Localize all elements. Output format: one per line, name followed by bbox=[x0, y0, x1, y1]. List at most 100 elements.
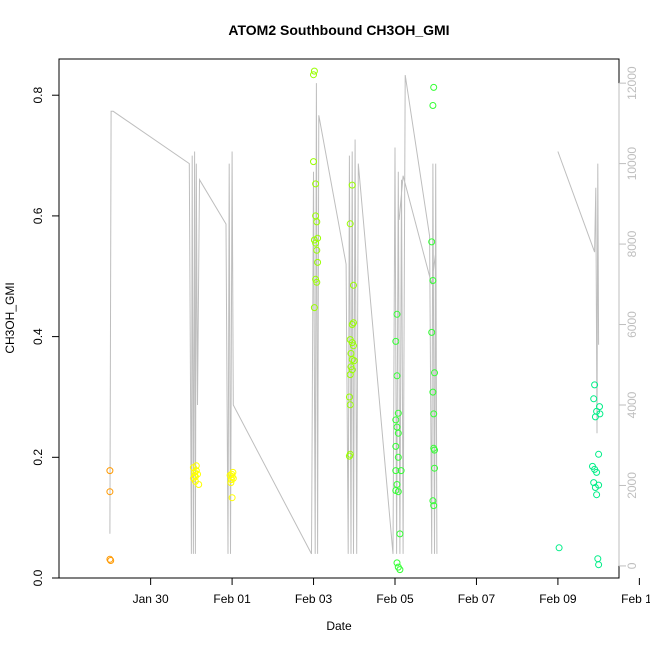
data-point bbox=[392, 337, 400, 345]
chart-title: ATOM2 Southbound CH3OH_GMI bbox=[228, 22, 449, 38]
data-point bbox=[345, 393, 353, 401]
data-point bbox=[429, 277, 437, 284]
y-axis-left: 0.0 0.2 0.4 0.6 0.8 bbox=[31, 87, 60, 586]
data-point bbox=[310, 67, 318, 75]
data-point bbox=[314, 234, 322, 242]
data-point bbox=[430, 410, 438, 418]
data-point bbox=[591, 381, 599, 389]
data-point bbox=[195, 481, 203, 488]
data-point bbox=[593, 468, 601, 476]
y2-tick-label: 10000 bbox=[625, 147, 639, 181]
y2-tick-label: 6000 bbox=[625, 311, 639, 338]
y2-tick-label: 2000 bbox=[625, 472, 639, 499]
data-point bbox=[431, 464, 438, 472]
data-point bbox=[348, 181, 356, 189]
data-point bbox=[394, 453, 402, 461]
data-point bbox=[394, 488, 402, 496]
altitude-line-0 bbox=[109, 75, 438, 555]
data-point bbox=[396, 530, 404, 538]
x-axis-label: Date bbox=[326, 619, 352, 633]
data-point bbox=[590, 395, 598, 403]
altitude-lines bbox=[109, 75, 600, 555]
y-tick-label: 0.2 bbox=[31, 449, 45, 466]
data-point bbox=[431, 369, 438, 377]
plot-frame bbox=[58, 58, 620, 579]
x-tick-label: Feb 01 bbox=[213, 592, 251, 606]
data-point bbox=[106, 488, 114, 496]
data-point bbox=[350, 319, 357, 327]
data-point bbox=[595, 561, 603, 569]
data-point bbox=[392, 442, 400, 450]
data-point bbox=[593, 491, 601, 499]
y-tick-label: 0.4 bbox=[31, 328, 45, 345]
data-point bbox=[346, 371, 354, 379]
y2-tick-label: 8000 bbox=[625, 230, 639, 257]
data-point bbox=[594, 555, 602, 563]
data-point bbox=[312, 180, 320, 188]
data-point bbox=[430, 502, 438, 510]
x-tick-label: Feb 07 bbox=[458, 592, 496, 606]
data-point bbox=[106, 555, 114, 563]
data-point bbox=[555, 544, 563, 552]
data-point bbox=[595, 450, 603, 458]
data-point bbox=[106, 467, 114, 475]
data-point bbox=[346, 450, 354, 458]
data-point bbox=[313, 278, 321, 286]
x-tick-label: Feb 05 bbox=[376, 592, 414, 606]
data-point bbox=[192, 462, 200, 470]
y-tick-label: 0.6 bbox=[31, 207, 45, 224]
data-point bbox=[228, 470, 236, 478]
x-tick-label: Feb 03 bbox=[295, 592, 333, 606]
data-point bbox=[591, 413, 599, 421]
y2-tick-label: 0 bbox=[625, 562, 639, 569]
data-point bbox=[350, 342, 357, 350]
data-point bbox=[313, 218, 321, 226]
data-points bbox=[106, 67, 604, 574]
data-point bbox=[348, 339, 356, 347]
data-point bbox=[314, 258, 322, 266]
data-point bbox=[350, 357, 358, 365]
data-point bbox=[394, 409, 402, 417]
data-point bbox=[394, 429, 402, 437]
data-point bbox=[346, 401, 354, 409]
y-tick-label: 0.8 bbox=[31, 87, 45, 104]
data-point bbox=[595, 481, 603, 489]
altitude-line-1 bbox=[557, 151, 600, 434]
data-point bbox=[310, 304, 318, 312]
data-point bbox=[429, 388, 437, 396]
data-point bbox=[393, 310, 401, 318]
y2-tick-label: 4000 bbox=[625, 391, 639, 418]
data-point bbox=[431, 446, 438, 454]
data-point bbox=[350, 281, 357, 289]
data-point bbox=[310, 71, 317, 79]
data-point bbox=[192, 467, 200, 475]
data-point bbox=[346, 220, 354, 228]
y-axis-right: 0 2000 4000 6000 8000 10000 12000 bbox=[618, 66, 639, 569]
data-point bbox=[430, 83, 438, 91]
data-point bbox=[428, 328, 436, 336]
data-point bbox=[429, 102, 437, 109]
data-point bbox=[393, 372, 401, 380]
y-tick-label: 0.0 bbox=[31, 569, 45, 586]
data-point bbox=[392, 467, 400, 475]
data-point bbox=[313, 246, 321, 254]
data-point bbox=[229, 474, 237, 482]
x-tick-label: Feb 11 bbox=[621, 592, 650, 606]
data-point bbox=[392, 416, 400, 424]
data-point bbox=[397, 467, 405, 475]
data-point bbox=[191, 471, 199, 479]
data-point bbox=[107, 557, 115, 564]
x-axis: Jan 30 Feb 01 Feb 03 Feb 05 Feb 07 Feb 09 Feb … bbox=[133, 577, 650, 606]
data-point bbox=[396, 566, 404, 574]
data-point bbox=[228, 494, 236, 502]
data-point bbox=[393, 559, 401, 567]
x-tick-label: Feb 09 bbox=[539, 592, 577, 606]
data-point bbox=[348, 321, 356, 328]
y-axis-label: CH3OH_GMI bbox=[3, 282, 17, 353]
x-tick-label: Jan 30 bbox=[133, 592, 169, 606]
data-point bbox=[310, 158, 317, 166]
data-point bbox=[428, 238, 436, 246]
data-point bbox=[429, 497, 437, 505]
y2-tick-label: 12000 bbox=[625, 66, 639, 100]
